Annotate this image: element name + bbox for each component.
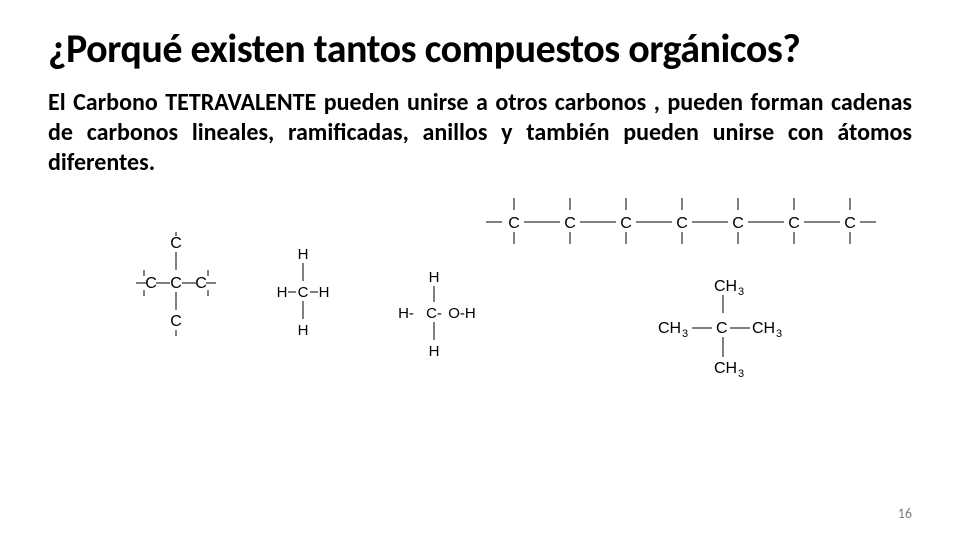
branched-cross-diagram: C C C C C [126, 230, 226, 340]
diagram-area: C C C C C [48, 188, 912, 448]
page-number: 16 [898, 505, 912, 522]
svg-text:H: H [277, 284, 288, 301]
svg-text:H: H [319, 284, 330, 301]
svg-text:H: H [429, 269, 440, 286]
svg-text:C: C [564, 215, 576, 232]
linear-chain-diagram: CCCCCCC [478, 188, 908, 248]
svg-text:H: H [298, 246, 309, 263]
slide: ¿Porqué existen tantos compuestos orgáni… [0, 0, 960, 540]
svg-text:C: C [170, 235, 182, 252]
svg-text:H: H [429, 343, 440, 360]
svg-text:C: C [844, 215, 856, 232]
svg-text:C: C [195, 275, 207, 292]
svg-text:CH: CH [714, 278, 737, 295]
svg-text:C: C [170, 313, 182, 330]
svg-text:C-: C- [426, 305, 442, 322]
svg-text:C: C [732, 215, 744, 232]
svg-text:C: C [788, 215, 800, 232]
methane-diagram: H H C H H [258, 243, 348, 343]
svg-text:3: 3 [776, 328, 782, 340]
svg-text:CH: CH [714, 360, 737, 377]
svg-text:C: C [620, 215, 632, 232]
svg-text:C: C [145, 275, 157, 292]
svg-text:C: C [716, 320, 728, 337]
methanol-diagram: H H- C- O-H H [386, 266, 506, 366]
svg-text:C: C [298, 284, 309, 301]
svg-text:H-: H- [398, 305, 414, 322]
svg-text:H: H [298, 322, 309, 339]
svg-text:C: C [676, 215, 688, 232]
svg-text:CH: CH [658, 320, 681, 337]
svg-text:3: 3 [738, 368, 744, 380]
neopentane-diagram: CH3 CH3 C CH3 CH3 [628, 273, 818, 403]
svg-text:O-H: O-H [448, 305, 476, 322]
svg-text:3: 3 [682, 328, 688, 340]
body-paragraph: El Carbono TETRAVALENTE pueden unirse a … [48, 88, 912, 178]
svg-text:C: C [170, 275, 182, 292]
svg-text:CH: CH [752, 320, 775, 337]
svg-text:3: 3 [738, 286, 744, 298]
slide-title: ¿Porqué existen tantos compuestos orgáni… [48, 28, 912, 70]
svg-text:C: C [508, 215, 520, 232]
